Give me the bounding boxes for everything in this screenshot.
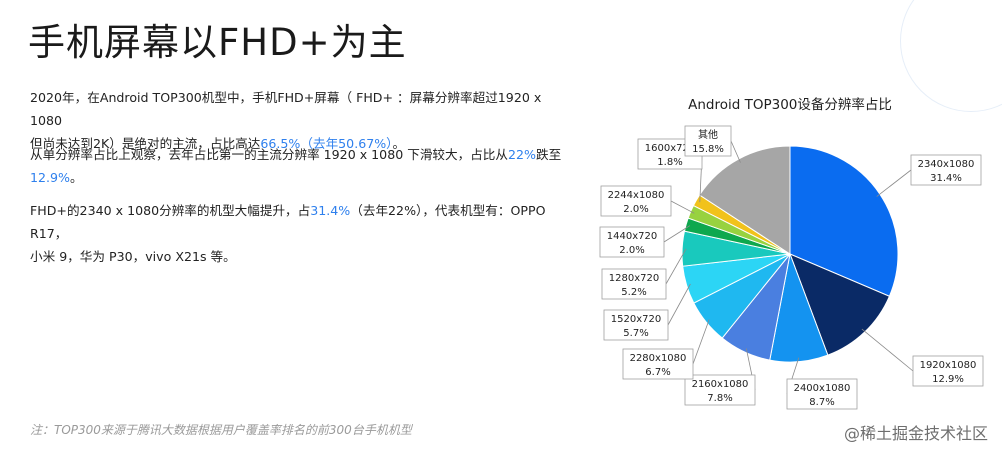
highlight-text: 22%	[507, 147, 536, 162]
slice-label: 2244x1080	[608, 190, 665, 201]
label-box	[786, 378, 858, 410]
label-box	[603, 309, 669, 341]
highlight-text: 66.5%（去年50.67%）	[260, 136, 393, 151]
body-text: 但尚未达到2K）是绝对的主流，占比高达	[30, 136, 261, 151]
slice-value-label: 2.0%	[623, 204, 648, 215]
paragraph-fhd-share: 2020年，在Android TOP300机型中，手机FHD+屏幕（ FHD+ …	[30, 86, 570, 155]
slice-label: 2340x1080	[918, 159, 975, 170]
label-box	[684, 374, 756, 406]
pie-labels: 2340x1080 31.4% 1920x1080 12.9% 2400x1080 8.7…	[599, 125, 984, 410]
slice-label: 1280x720	[609, 273, 659, 284]
label-box	[910, 154, 982, 186]
paragraph-line: 12.9%。	[30, 166, 570, 189]
body-text: （去年22%），代表机型有：OPPO R17，	[30, 203, 546, 241]
slice-value-label: 6.7%	[645, 367, 670, 378]
highlight-text: 31.4%	[310, 203, 351, 218]
leader-line	[670, 200, 695, 214]
slice-value-label: 1.8%	[657, 157, 682, 168]
body-text: 跌至	[535, 147, 562, 162]
paragraph-line: FHD+的2340 x 1080分辨率的机型大幅提升，占31.4%（去年22%）…	[30, 199, 570, 245]
paragraph-line: 从单分辨率占比上观察，去年占比第一的主流分辨率 1920 x 1080 下滑较大…	[30, 143, 570, 166]
body-text: 。	[70, 170, 83, 185]
label-box	[599, 226, 665, 258]
label-box	[912, 355, 984, 387]
chart-title: Android TOP300设备分辨率占比	[688, 96, 892, 113]
label-box	[622, 348, 694, 380]
slice-label: 2280x1080	[630, 353, 687, 364]
paragraph-line: 但尚未达到2K）是绝对的主流，占比高达66.5%（去年50.67%）。	[30, 132, 570, 155]
label-box	[601, 268, 667, 300]
pie-slice-1920x1080	[789, 253, 891, 356]
leader-line	[730, 140, 741, 163]
slice-label: 1600x720	[645, 143, 695, 154]
slice-label: 2160x1080	[692, 379, 749, 390]
leader-line	[876, 169, 912, 197]
watermark: @稀土掘金技术社区	[843, 424, 988, 443]
paragraph-line: 小米 9，华为 P30，vivo X21s 等。	[30, 245, 570, 268]
paragraph-2340-growth: FHD+的2340 x 1080分辨率的机型大幅提升，占31.4%（去年22%）…	[30, 199, 570, 268]
paragraph-1080p-decline: 从单分辨率占比上观察，去年占比第一的主流分辨率 1920 x 1080 下滑较大…	[30, 143, 570, 189]
slice-label: 2400x1080	[794, 383, 851, 394]
slice-label: 1520x720	[611, 314, 661, 325]
resolution-pie-chart: Android TOP300设备分辨率占比 2340x1080 31.4% 1920…	[599, 96, 984, 410]
slice-label: 1440x720	[607, 231, 657, 242]
leader-line	[667, 283, 691, 326]
body-text: 从单分辨率占比上观察，去年占比第一的主流分辨率 1920 x 1080 下滑较大…	[30, 147, 508, 162]
pie-slices	[681, 145, 899, 363]
slice-value-label: 2.0%	[619, 245, 644, 256]
slice-value-label: 8.7%	[809, 397, 834, 408]
slice-value-label: 12.9%	[932, 374, 964, 385]
leader-line	[861, 328, 914, 372]
slice-value-label: 31.4%	[930, 173, 962, 184]
body-text: FHD+的2340 x 1080分辨率的机型大幅提升，占	[30, 203, 311, 218]
slice-value-label: 5.7%	[623, 328, 648, 339]
leader-line	[692, 319, 710, 365]
footnote: 注：TOP300来源于腾讯大数据根据用户覆盖率排名的前300台手机机型	[30, 423, 412, 437]
slice-label: 其他	[698, 128, 718, 141]
body-text: 2020年，在Android TOP300机型中，手机FHD+屏幕（ FHD+ …	[30, 90, 542, 128]
paragraph-line: 2020年，在Android TOP300机型中，手机FHD+屏幕（ FHD+ …	[30, 86, 570, 132]
body-text: 小米 9，华为 P30，vivo X21s 等。	[30, 249, 236, 264]
slice-value-label: 5.2%	[621, 287, 646, 298]
leader-line	[665, 248, 687, 285]
leader-line	[663, 225, 691, 243]
slice-value-label: 15.8%	[692, 144, 724, 155]
body-text: 。	[392, 136, 406, 151]
slice-value-label: 7.8%	[707, 393, 732, 404]
page-title: 手机屏幕以FHD+为主	[28, 21, 407, 64]
label-box	[684, 125, 732, 157]
highlight-text: 12.9%	[30, 170, 71, 185]
slice-label: 1920x1080	[920, 360, 977, 371]
label-box	[600, 185, 672, 217]
